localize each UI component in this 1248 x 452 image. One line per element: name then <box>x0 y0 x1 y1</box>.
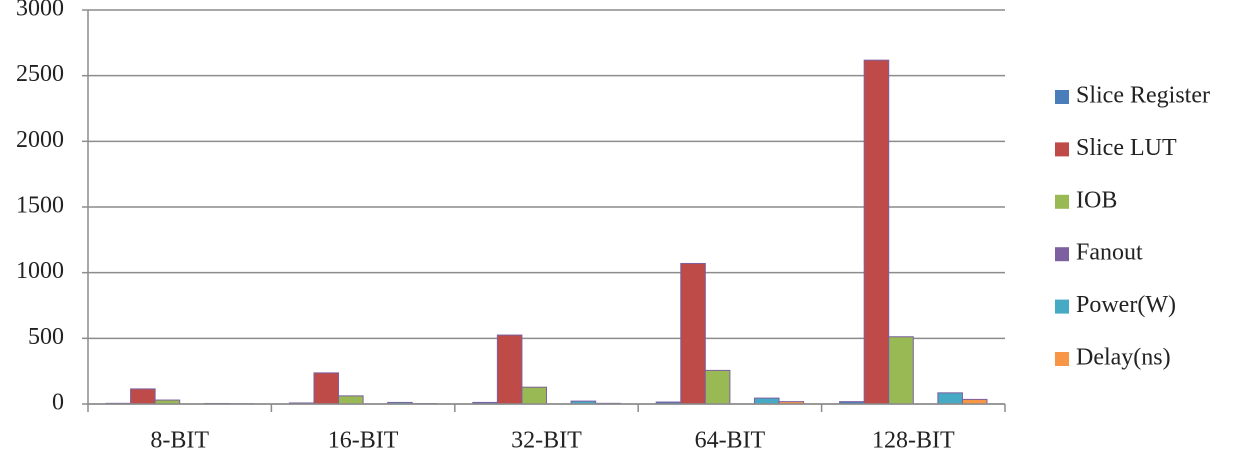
y-tick-label: 1000 <box>16 258 64 284</box>
legend-label: Power(W) <box>1076 292 1176 318</box>
y-tick-label: 1500 <box>16 193 64 219</box>
bar <box>937 392 963 405</box>
y-tick-label: 3000 <box>16 0 64 22</box>
bar <box>521 386 548 405</box>
legend-swatch <box>1055 247 1069 262</box>
bar <box>888 336 914 405</box>
y-tick-label: 2500 <box>16 61 64 87</box>
legend-swatch <box>1055 142 1069 157</box>
bar <box>704 369 731 405</box>
legend-label: Delay(ns) <box>1076 345 1171 371</box>
legend-swatch <box>1055 194 1069 209</box>
bar <box>130 388 156 405</box>
bar <box>338 395 364 405</box>
legend-label: IOB <box>1076 187 1117 213</box>
legend-swatch <box>1055 299 1069 314</box>
legend-label: Slice LUT <box>1076 135 1177 161</box>
legend-label: Slice Register <box>1076 83 1210 109</box>
bar <box>496 334 523 405</box>
bar <box>863 59 890 405</box>
y-tick-label: 2000 <box>16 127 64 153</box>
y-tick-label: 0 <box>52 390 64 416</box>
x-tick-label: 128-BIT <box>872 428 955 452</box>
x-tick-label: 32-BIT <box>511 428 582 452</box>
y-tick-label: 500 <box>28 324 64 350</box>
legend-swatch <box>1055 352 1069 366</box>
bar <box>680 262 706 405</box>
x-tick-label: 64-BIT <box>695 428 766 452</box>
x-tick-label: 16-BIT <box>328 428 399 452</box>
bar <box>313 372 340 405</box>
bar <box>753 397 780 405</box>
legend-label: Fanout <box>1076 240 1143 266</box>
legend-swatch <box>1055 90 1069 104</box>
x-tick-label: 8-BIT <box>150 428 209 452</box>
